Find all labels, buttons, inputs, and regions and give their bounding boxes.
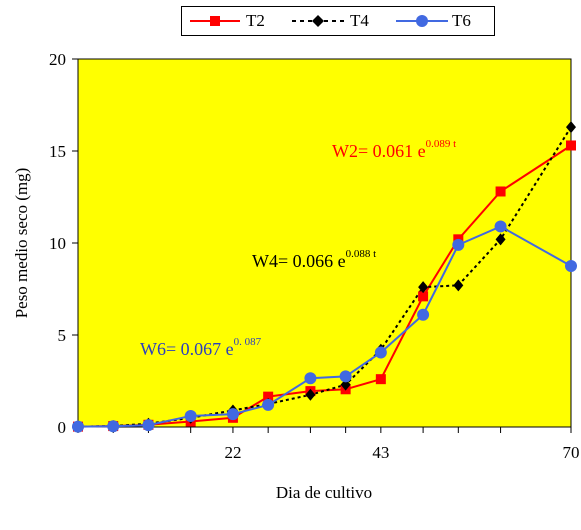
data-point-t6	[417, 308, 430, 321]
data-point-t6	[494, 220, 507, 233]
data-point-t2	[263, 391, 274, 402]
data-point-t6	[226, 408, 239, 421]
annotation-w4-exp: 0.088 t	[345, 248, 377, 260]
legend-label-t2: T2	[246, 11, 265, 30]
data-point-t4	[305, 388, 316, 401]
data-point-t6	[565, 260, 577, 272]
legend-marker-t2	[210, 16, 220, 26]
annotation-w6-exp: 0. 087	[233, 336, 262, 348]
annotation-w6: W6= 0.067 e0. 087	[140, 336, 262, 360]
x-axis-title: Dia de cultivo	[275, 483, 373, 502]
data-point-t6	[262, 398, 275, 411]
data-point-t4	[453, 279, 464, 292]
data-point-t6	[184, 409, 197, 422]
annotation-w4-base: W4= 0.066 e	[252, 251, 346, 271]
annotation-w2-base: W2= 0.061 e	[332, 141, 426, 161]
data-point-t2	[566, 140, 576, 151]
annotation-w6-base: W6= 0.067 e	[140, 339, 234, 359]
data-point-t6	[107, 420, 120, 433]
annotation-w2-exp: 0.089 t	[425, 138, 457, 150]
data-point-t2	[418, 291, 429, 302]
plot-area	[77, 58, 572, 428]
x-tick-label: 43	[372, 443, 389, 462]
data-point-t6	[374, 346, 387, 359]
legend: T2 T4 T6	[181, 6, 495, 36]
y-tick-label: 5	[58, 326, 67, 345]
data-point-t6	[304, 372, 317, 385]
y-tick-label: 15	[49, 142, 66, 161]
data-point-t6	[72, 420, 84, 433]
y-tick-label: 20	[49, 50, 66, 69]
x-tick-label: 70	[563, 443, 580, 462]
legend-marker-t6	[416, 15, 428, 27]
legend-marker-t4	[312, 15, 324, 27]
data-point-t6	[339, 370, 352, 383]
annotation-w4: W4= 0.066 e0.088 t	[252, 248, 377, 272]
x-tick-label: 22	[224, 443, 241, 462]
data-point-t4	[566, 121, 576, 134]
data-point-t4	[418, 281, 429, 294]
y-axis-title: Peso medio seco (mg)	[12, 167, 31, 319]
data-point-t4	[495, 233, 506, 246]
y-tick-label: 0	[58, 418, 67, 437]
data-point-t6	[452, 238, 465, 251]
legend-label-t4: T4	[350, 11, 369, 30]
legend-label-t6: T6	[452, 11, 471, 30]
data-point-t6	[142, 419, 155, 432]
annotation-w2: W2= 0.061 e0.089 t	[332, 138, 457, 162]
data-point-t2	[375, 374, 386, 385]
data-point-t2	[495, 186, 506, 197]
y-tick-label: 10	[49, 234, 66, 253]
